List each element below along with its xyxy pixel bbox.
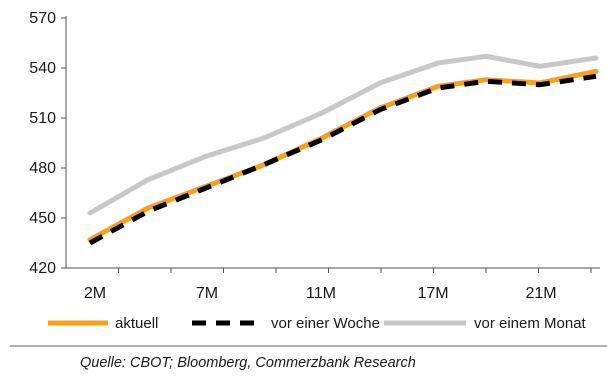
y-tick-label: 510 <box>29 110 56 127</box>
y-tick-label: 420 <box>29 260 56 277</box>
series-line-2 <box>88 73 597 246</box>
y-tick-label: 450 <box>29 210 56 227</box>
legend-label-1: vor einer Woche <box>271 315 380 332</box>
x-tick-label: 11M <box>306 285 336 302</box>
x-tick-label: 21M <box>525 285 556 302</box>
y-tick-label: 540 <box>29 60 56 77</box>
x-tick-label: 17M <box>417 285 448 302</box>
series-line-0 <box>87 53 599 216</box>
y-tick-label: 480 <box>29 160 56 177</box>
y-tick-label: 570 <box>29 10 56 27</box>
source-note: Quelle: CBOT; Bloomberg, Commerzbank Res… <box>80 355 416 371</box>
legend: aktuell vor einer Woche vor einem Monat <box>48 315 587 332</box>
x-axis: 2M 7M 11M 17M 21M <box>66 267 600 302</box>
series-line-1 <box>87 68 599 243</box>
x-tick-label: 2M <box>84 285 106 302</box>
legend-label-2: vor einem Monat <box>474 315 587 332</box>
series-lines <box>87 53 599 246</box>
legend-label-0: aktuell <box>115 315 158 332</box>
y-axis: 420 450 480 510 540 570 <box>29 10 67 277</box>
x-tick-label: 7M <box>196 285 218 302</box>
